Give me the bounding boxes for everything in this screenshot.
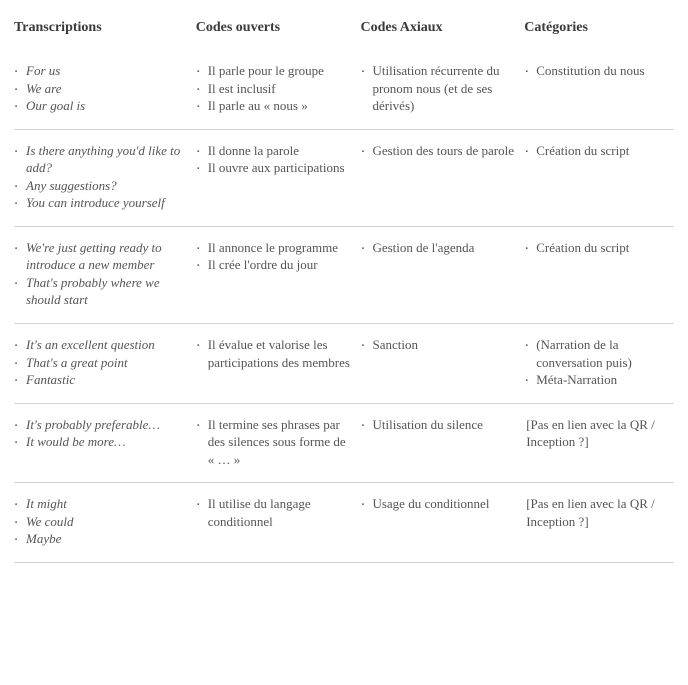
list-item: Fantastic xyxy=(14,371,186,389)
list-item: Il ouvre aux participations xyxy=(196,159,351,177)
cell-transcriptions: Is there anything you'd like to add?Any … xyxy=(14,142,196,212)
table-row: It mightWe couldMaybe Il utilise du langa… xyxy=(14,483,674,563)
category-note: [Pas en lien avec la QR / Inception ?] xyxy=(524,416,664,451)
list-item: Il parle au « nous » xyxy=(196,97,351,115)
cell-codes-axiaux: Gestion de l'agenda xyxy=(360,239,524,257)
cell-codes-axiaux: Utilisation du silence xyxy=(360,416,524,434)
cell-categories: Création du script xyxy=(524,142,674,160)
item-list: Gestion des tours de parole xyxy=(360,142,514,160)
item-list: Il donne la paroleIl ouvre aux participa… xyxy=(196,142,351,177)
list-item: It would be more… xyxy=(14,433,186,451)
list-item: Gestion de l'agenda xyxy=(360,239,514,257)
item-list: Il utilise du langage conditionnel xyxy=(196,495,351,530)
cell-categories: Création du script xyxy=(524,239,674,257)
item-list: Il annonce le programmeIl crée l'ordre d… xyxy=(196,239,351,274)
item-list: (Narration de la conversation puis)Méta-… xyxy=(524,336,664,389)
table-row: We're just getting ready to introduce a … xyxy=(14,227,674,324)
list-item: We are xyxy=(14,80,186,98)
cell-codes-ouverts: Il donne la paroleIl ouvre aux participa… xyxy=(196,142,361,177)
cell-categories: (Narration de la conversation puis)Méta-… xyxy=(524,336,674,389)
item-list: Constitution du nous xyxy=(524,62,664,80)
list-item: We're just getting ready to introduce a … xyxy=(14,239,186,274)
cell-codes-ouverts: Il annonce le programmeIl crée l'ordre d… xyxy=(196,239,361,274)
cell-codes-axiaux: Usage du conditionnel xyxy=(360,495,524,513)
list-item: Sanction xyxy=(360,336,514,354)
list-item: You can introduce yourself xyxy=(14,194,186,212)
list-item: Il utilise du langage conditionnel xyxy=(196,495,351,530)
header-codes-ouverts: Codes ouverts xyxy=(196,20,280,35)
item-list: Gestion de l'agenda xyxy=(360,239,514,257)
list-item: Il est inclusif xyxy=(196,80,351,98)
item-list: Il parle pour le groupeIl est inclusifIl… xyxy=(196,62,351,115)
header-codes-axiaux: Codes Axiaux xyxy=(360,20,442,35)
cell-transcriptions: For usWe areOur goal is xyxy=(14,62,196,115)
list-item: Our goal is xyxy=(14,97,186,115)
item-list: It mightWe couldMaybe xyxy=(14,495,186,548)
item-list: We're just getting ready to introduce a … xyxy=(14,239,186,309)
cell-codes-axiaux: Utilisation récurrente du pronom nous (e… xyxy=(360,62,524,115)
item-list: It's an excellent questionThat's a great… xyxy=(14,336,186,389)
cell-transcriptions: It mightWe couldMaybe xyxy=(14,495,196,548)
list-item: It's probably preferable… xyxy=(14,416,186,434)
cell-codes-ouverts: Il parle pour le groupeIl est inclusifIl… xyxy=(196,62,361,115)
list-item: Utilisation récurrente du pronom nous (e… xyxy=(360,62,514,115)
list-item: Any suggestions? xyxy=(14,177,186,195)
cell-codes-axiaux: Gestion des tours de parole xyxy=(360,142,524,160)
list-item: Gestion des tours de parole xyxy=(360,142,514,160)
cell-codes-ouverts: Il termine ses phrases par des silences … xyxy=(196,416,361,469)
list-item: Création du script xyxy=(524,142,664,160)
list-item: Méta-Narration xyxy=(524,371,664,389)
list-item: Il donne la parole xyxy=(196,142,351,160)
table-row: It's probably preferable…It would be mor… xyxy=(14,404,674,484)
cell-categories: [Pas en lien avec la QR / Inception ?] xyxy=(524,495,674,530)
item-list: Utilisation récurrente du pronom nous (e… xyxy=(360,62,514,115)
category-note: [Pas en lien avec la QR / Inception ?] xyxy=(524,495,664,530)
item-list: Création du script xyxy=(524,142,664,160)
list-item: (Narration de la conversation puis) xyxy=(524,336,664,371)
cell-codes-ouverts: Il évalue et valorise les participations… xyxy=(196,336,361,371)
list-item: We could xyxy=(14,513,186,531)
cell-transcriptions: It's an excellent questionThat's a great… xyxy=(14,336,196,389)
list-item: Is there anything you'd like to add? xyxy=(14,142,186,177)
list-item: Utilisation du silence xyxy=(360,416,514,434)
cell-categories: [Pas en lien avec la QR / Inception ?] xyxy=(524,416,674,451)
item-list: Sanction xyxy=(360,336,514,354)
coding-table: Transcriptions Codes ouverts Codes Axiau… xyxy=(0,0,688,577)
item-list: Il évalue et valorise les participations… xyxy=(196,336,351,371)
list-item: Il parle pour le groupe xyxy=(196,62,351,80)
item-list: Il termine ses phrases par des silences … xyxy=(196,416,351,469)
table-row: Is there anything you'd like to add?Any … xyxy=(14,130,674,227)
item-list: Utilisation du silence xyxy=(360,416,514,434)
list-item: Il termine ses phrases par des silences … xyxy=(196,416,351,469)
list-item: It might xyxy=(14,495,186,513)
list-item: Il annonce le programme xyxy=(196,239,351,257)
table-row: It's an excellent questionThat's a great… xyxy=(14,324,674,404)
cell-transcriptions: We're just getting ready to introduce a … xyxy=(14,239,196,309)
item-list: Is there anything you'd like to add?Any … xyxy=(14,142,186,212)
cell-categories: Constitution du nous xyxy=(524,62,674,80)
item-list: Création du script xyxy=(524,239,664,257)
header-transcriptions: Transcriptions xyxy=(14,20,102,35)
rows-container: For usWe areOur goal isIl parle pour le … xyxy=(14,50,674,563)
list-item: It's an excellent question xyxy=(14,336,186,354)
list-item: That's probably where we should start xyxy=(14,274,186,309)
list-item: Maybe xyxy=(14,530,186,548)
header-categories: Catégories xyxy=(524,20,588,35)
list-item: Il évalue et valorise les participations… xyxy=(196,336,351,371)
list-item: For us xyxy=(14,62,186,80)
list-item: Création du script xyxy=(524,239,664,257)
cell-codes-ouverts: Il utilise du langage conditionnel xyxy=(196,495,361,530)
list-item: Il crée l'ordre du jour xyxy=(196,256,351,274)
cell-codes-axiaux: Sanction xyxy=(360,336,524,354)
list-item: That's a great point xyxy=(14,354,186,372)
item-list: For usWe areOur goal is xyxy=(14,62,186,115)
item-list: It's probably preferable…It would be mor… xyxy=(14,416,186,451)
header-row: Transcriptions Codes ouverts Codes Axiau… xyxy=(14,18,674,50)
cell-transcriptions: It's probably preferable…It would be mor… xyxy=(14,416,196,451)
list-item: Constitution du nous xyxy=(524,62,664,80)
list-item: Usage du conditionnel xyxy=(360,495,514,513)
table-row: For usWe areOur goal isIl parle pour le … xyxy=(14,50,674,130)
item-list: Usage du conditionnel xyxy=(360,495,514,513)
